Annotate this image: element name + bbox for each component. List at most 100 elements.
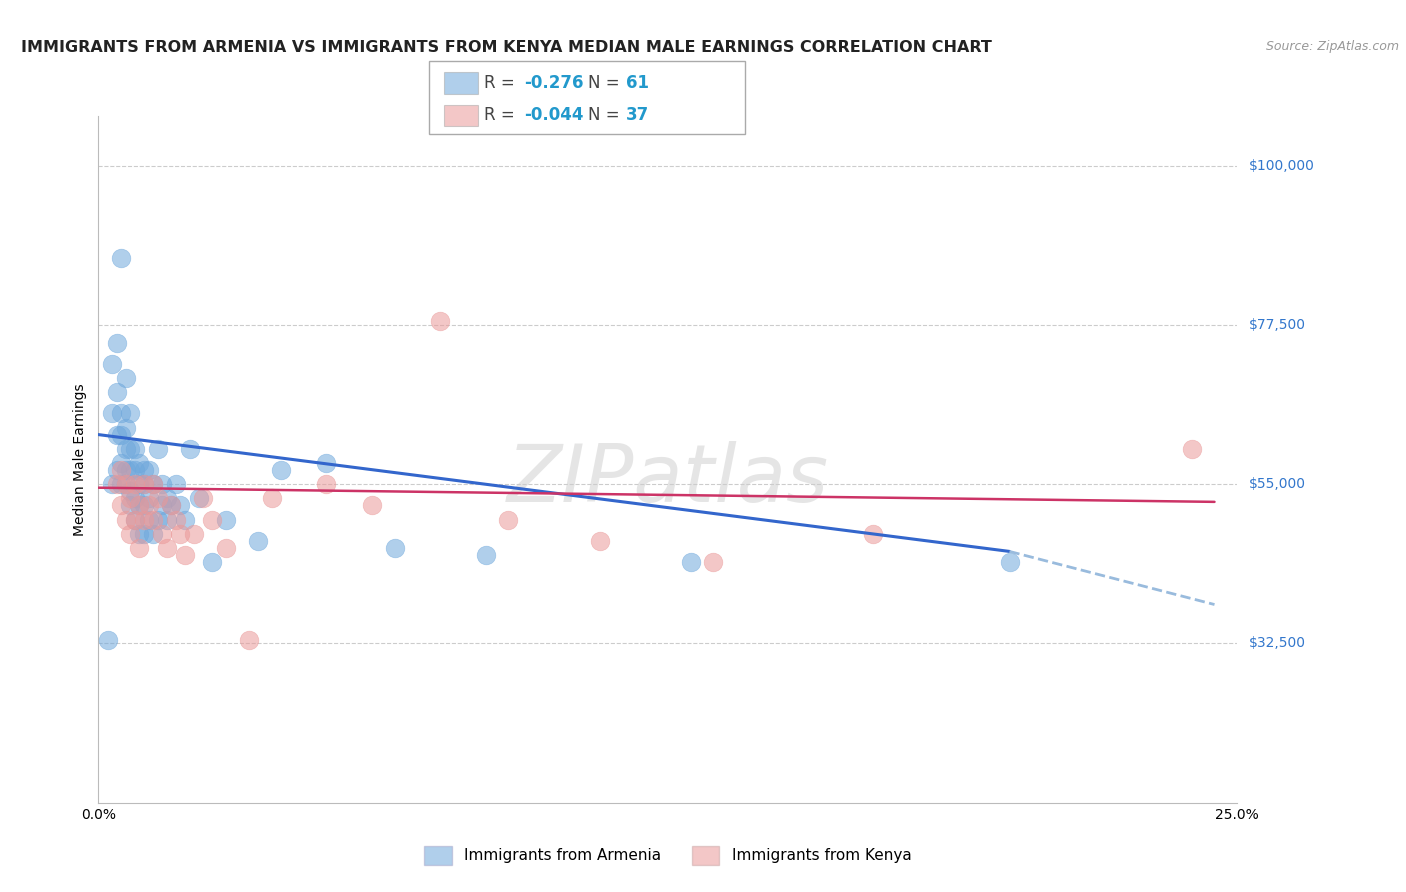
Point [114, 442, 136, 456]
Text: $77,500: $77,500 [1249, 318, 1305, 332]
Point [862, 526, 884, 541]
Point [315, 477, 337, 491]
Point [114, 463, 136, 477]
Point [183, 526, 205, 541]
Point [101, 357, 124, 371]
Point [128, 499, 150, 513]
Point [146, 512, 169, 526]
Point [124, 463, 146, 477]
Point [260, 491, 283, 506]
Point [679, 555, 702, 569]
Point [105, 477, 128, 491]
Point [96, 632, 118, 647]
Y-axis label: Median Male Earnings: Median Male Earnings [73, 383, 87, 536]
Point [174, 512, 197, 526]
Point [215, 512, 238, 526]
Point [128, 456, 150, 470]
Point [588, 533, 610, 548]
Point [132, 477, 155, 491]
Point [360, 499, 382, 513]
Point [114, 371, 136, 385]
Point [165, 477, 187, 491]
Point [193, 491, 215, 506]
Point [114, 477, 136, 491]
Point [160, 499, 183, 513]
Point [124, 477, 146, 491]
Legend: Immigrants from Armenia, Immigrants from Kenya: Immigrants from Armenia, Immigrants from… [419, 840, 917, 871]
Point [165, 512, 187, 526]
Text: 61: 61 [626, 74, 648, 92]
Point [187, 491, 209, 506]
Text: 37: 37 [626, 106, 650, 124]
Point [114, 420, 136, 434]
Point [120, 406, 142, 420]
Point [156, 491, 179, 506]
Point [105, 335, 128, 350]
Point [138, 512, 160, 526]
Text: -0.276: -0.276 [524, 74, 583, 92]
Point [384, 541, 406, 555]
Point [132, 512, 155, 526]
Point [120, 442, 142, 456]
Point [246, 533, 269, 548]
Point [201, 512, 224, 526]
Point [169, 499, 191, 513]
Point [156, 512, 179, 526]
Text: Source: ZipAtlas.com: Source: ZipAtlas.com [1265, 40, 1399, 54]
Point [120, 499, 142, 513]
Point [138, 491, 160, 506]
Point [142, 512, 165, 526]
Point [201, 555, 224, 569]
Point [101, 477, 124, 491]
Point [128, 499, 150, 513]
Point [160, 499, 183, 513]
Text: $100,000: $100,000 [1249, 159, 1315, 172]
Text: R =: R = [484, 74, 520, 92]
Point [132, 463, 155, 477]
Point [124, 512, 146, 526]
Point [114, 512, 136, 526]
Point [105, 463, 128, 477]
Point [238, 632, 260, 647]
Text: ZIPatlas: ZIPatlas [506, 441, 830, 519]
Point [498, 512, 520, 526]
Point [105, 385, 128, 400]
Text: -0.044: -0.044 [524, 106, 583, 124]
Point [702, 555, 724, 569]
Point [110, 251, 132, 265]
Point [146, 491, 169, 506]
Point [150, 499, 173, 513]
Text: R =: R = [484, 106, 520, 124]
Point [120, 484, 142, 499]
Point [146, 442, 169, 456]
Text: N =: N = [588, 106, 624, 124]
Point [128, 541, 150, 555]
Text: IMMIGRANTS FROM ARMENIA VS IMMIGRANTS FROM KENYA MEDIAN MALE EARNINGS CORRELATIO: IMMIGRANTS FROM ARMENIA VS IMMIGRANTS FR… [21, 40, 993, 55]
Point [142, 526, 165, 541]
Point [110, 477, 132, 491]
Point [174, 548, 197, 562]
Point [179, 442, 201, 456]
Point [120, 463, 142, 477]
Point [120, 491, 142, 506]
Point [110, 427, 132, 442]
Point [429, 314, 451, 328]
Point [110, 499, 132, 513]
Point [998, 555, 1021, 569]
Point [124, 442, 146, 456]
Point [128, 526, 150, 541]
Point [315, 456, 337, 470]
Point [124, 491, 146, 506]
Point [150, 526, 173, 541]
Point [132, 526, 155, 541]
Point [128, 477, 150, 491]
Point [169, 526, 191, 541]
Point [156, 541, 179, 555]
Point [474, 548, 496, 562]
Point [124, 512, 146, 526]
Point [132, 477, 155, 491]
Point [105, 427, 128, 442]
Point [132, 499, 155, 513]
Text: $55,000: $55,000 [1249, 477, 1305, 491]
Point [114, 477, 136, 491]
